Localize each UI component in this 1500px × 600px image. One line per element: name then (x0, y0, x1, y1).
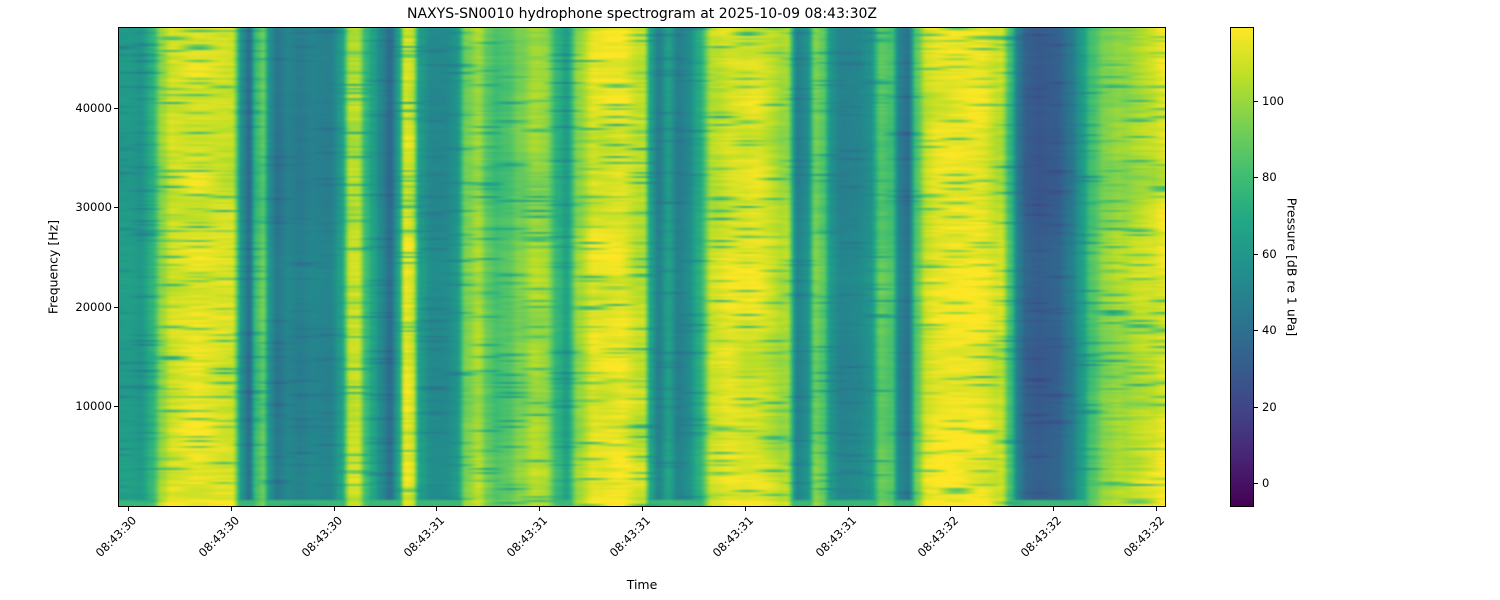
x-tick-mark (847, 507, 849, 511)
chart-title: NAXYS-SN0010 hydrophone spectrogram at 2… (407, 6, 877, 22)
y-tick-mark (114, 306, 118, 308)
colorbar-tick-label: 100 (1262, 93, 1284, 108)
x-tick-mark (230, 507, 232, 511)
y-tick-label: 30000 (75, 200, 112, 215)
x-tick-mark (744, 507, 746, 511)
spectrogram-plot-area (118, 27, 1166, 507)
colorbar-tick-mark (1254, 483, 1258, 485)
colorbar-tick-mark (1254, 177, 1258, 179)
colorbar-tick-mark (1254, 253, 1258, 255)
y-tick-label: 10000 (75, 399, 112, 414)
y-tick-mark (114, 107, 118, 109)
y-tick-label: 20000 (75, 299, 112, 314)
colorbar-tick-label: 40 (1262, 323, 1277, 338)
x-tick-mark (1156, 507, 1157, 511)
x-tick-mark (539, 507, 541, 511)
x-tick-mark (333, 507, 335, 511)
colorbar-tick-label: 80 (1262, 170, 1277, 185)
x-axis-label: Time (626, 577, 658, 592)
colorbar-tick-mark (1254, 406, 1258, 408)
colorbar-tick-label: 0 (1262, 476, 1270, 491)
colorbar-tick-mark (1254, 100, 1258, 102)
colorbar-tick-mark (1254, 330, 1258, 332)
colorbar-label: Pressure [dB re 1 uPa] (1284, 197, 1300, 337)
colorbar-tick-label: 60 (1262, 246, 1277, 261)
spectrogram-canvas (119, 28, 1165, 506)
colorbar-tick-label: 20 (1262, 399, 1277, 414)
x-tick-mark (436, 507, 438, 511)
x-tick-mark (642, 507, 643, 511)
y-tick-mark (114, 207, 118, 209)
x-tick-mark (1053, 507, 1055, 511)
x-tick-mark (950, 507, 952, 511)
colorbar (1230, 27, 1254, 507)
x-tick-mark (128, 507, 129, 511)
y-tick-mark (114, 406, 118, 408)
y-tick-label: 40000 (75, 100, 112, 115)
